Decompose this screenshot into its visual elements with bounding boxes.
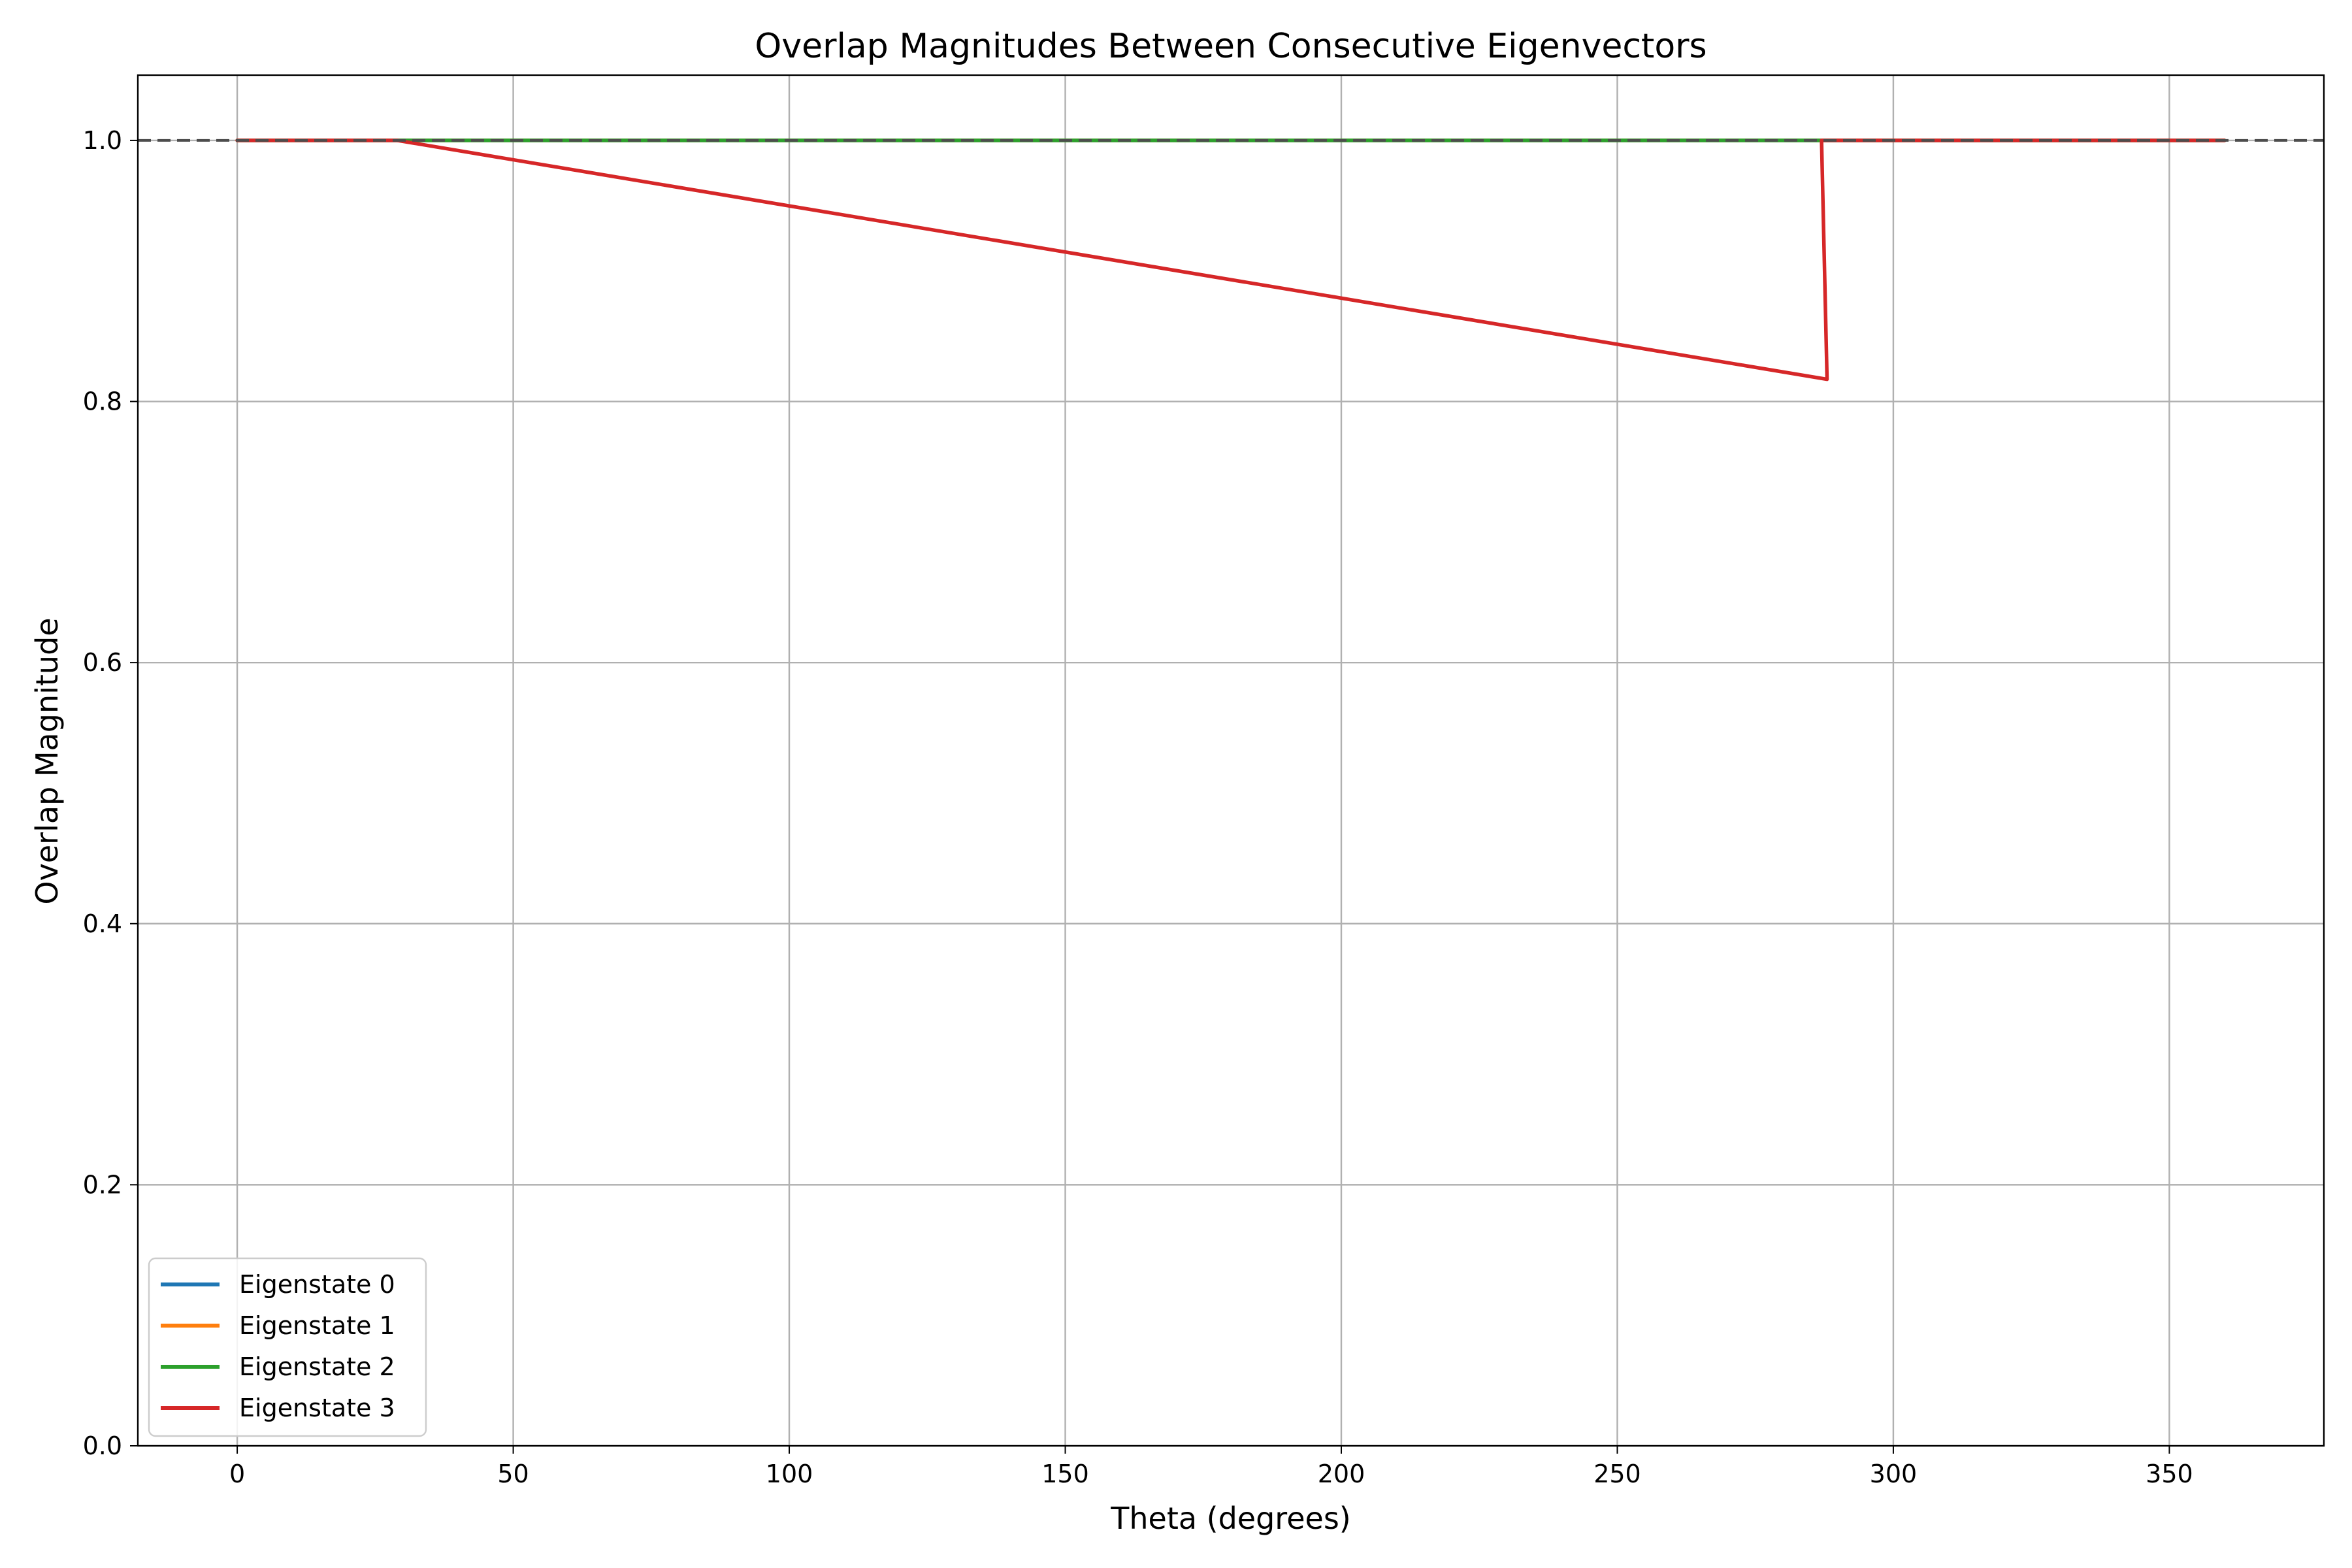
- legend-label: Eigenstate 3: [239, 1394, 395, 1422]
- x-tick-label: 0: [229, 1460, 245, 1488]
- legend-label: Eigenstate 0: [239, 1270, 395, 1299]
- plot-frame: [137, 74, 2325, 1447]
- x-axis-ticks: 0 50 100 150 200 250 300 350: [229, 1446, 2193, 1488]
- x-tick-label: 150: [1041, 1460, 1089, 1488]
- y-tick-label: 0.4: [83, 909, 122, 938]
- x-tick-label: 300: [1870, 1460, 1918, 1488]
- legend-label: Eigenstate 2: [239, 1352, 395, 1381]
- legend: Eigenstate 0 Eigenstate 1 Eigenstate 2 Eige…: [148, 1257, 427, 1437]
- y-tick-label: 0.2: [83, 1170, 122, 1199]
- legend-box: [148, 1257, 427, 1437]
- chart-title: Overlap Magnitudes Between Consecutive E…: [755, 27, 1707, 66]
- y-tick-label: 0.6: [83, 648, 122, 677]
- x-tick-label: 350: [2146, 1460, 2193, 1488]
- y-axis-ticks: 0.0 0.2 0.4 0.6 0.8 1.0: [83, 126, 138, 1460]
- x-tick-label: 50: [497, 1460, 529, 1488]
- x-tick-label: 200: [1318, 1460, 1365, 1488]
- y-tick-label: 0.8: [83, 387, 122, 416]
- x-tick-label: 100: [766, 1460, 813, 1488]
- y-axis-label: Overlap Magnitude: [29, 617, 65, 904]
- y-tick-label: 1.0: [83, 126, 122, 155]
- y-tick-label: 0.0: [83, 1431, 122, 1460]
- x-axis-label: Theta (degrees): [1110, 1501, 1350, 1536]
- x-tick-label: 250: [1593, 1460, 1641, 1488]
- legend-label: Eigenstate 1: [239, 1311, 395, 1340]
